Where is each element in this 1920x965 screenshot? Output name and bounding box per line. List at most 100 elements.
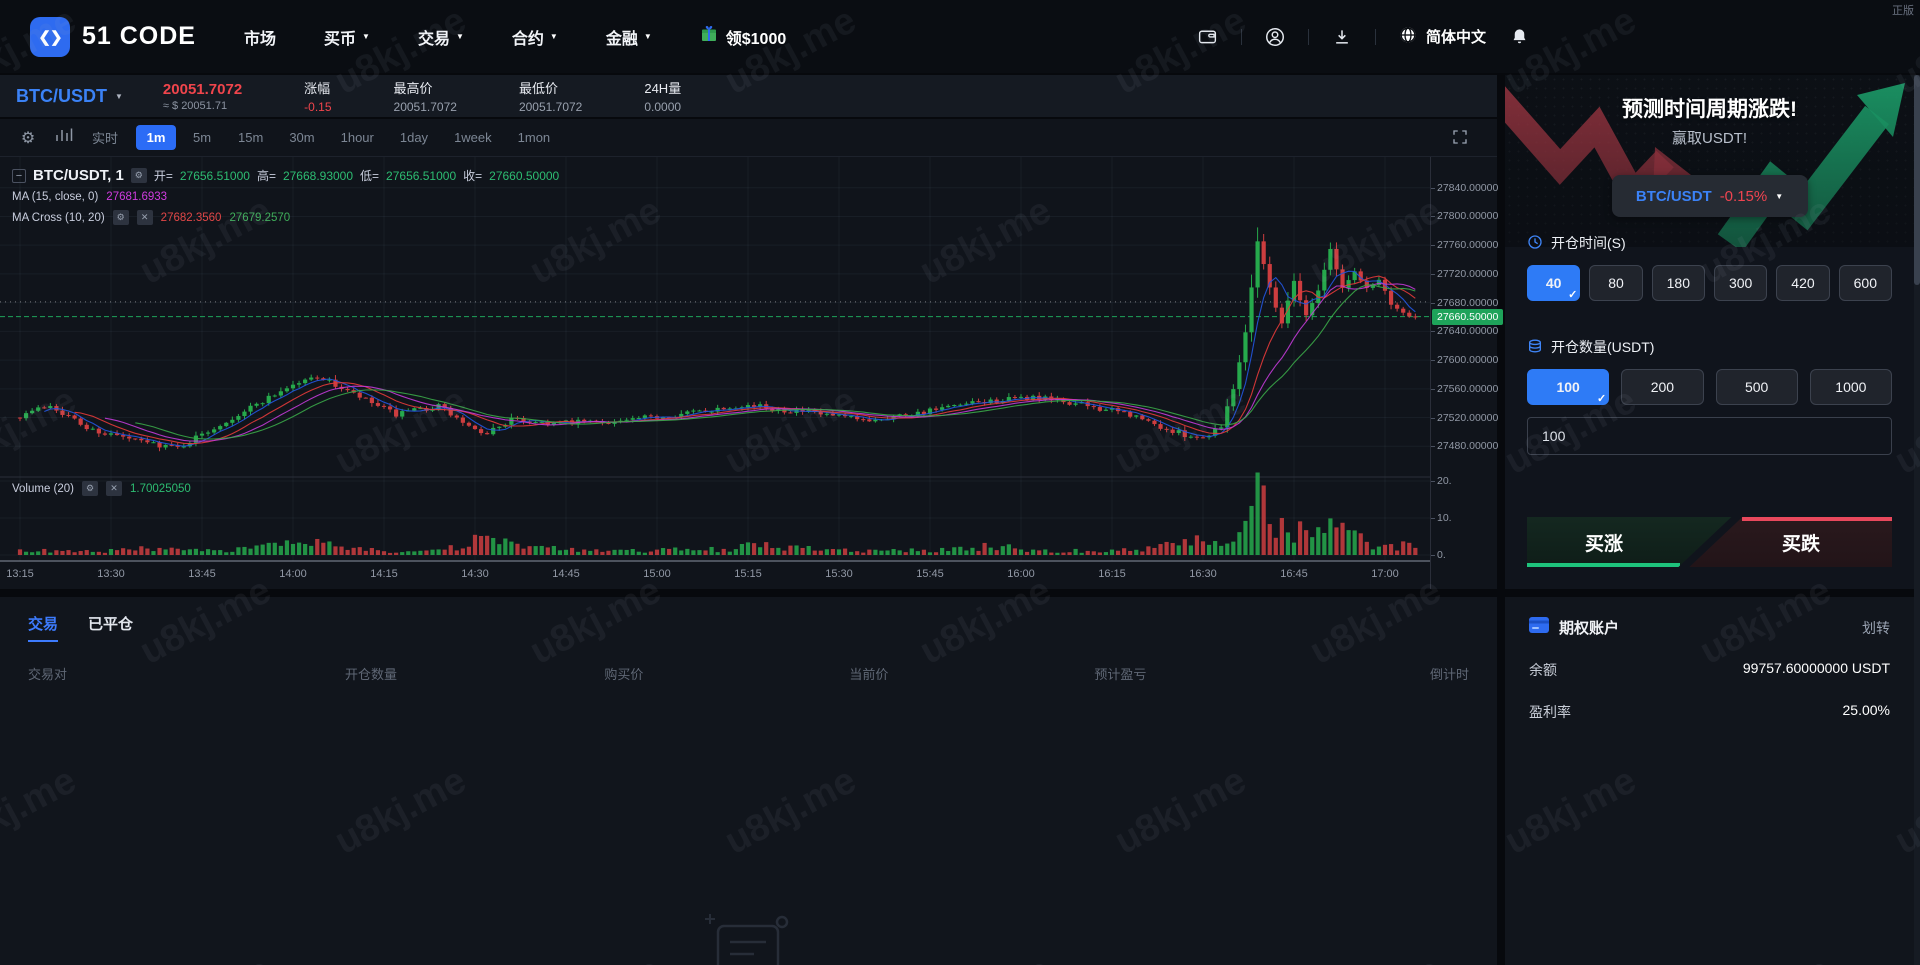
option-account-card: 期权账户 划转 余额 99757.60000000 USDT 盈利率 25.00% (1505, 597, 1914, 965)
amount-input[interactable] (1527, 417, 1892, 455)
ma-indicator-value: 27681.6933 (106, 191, 168, 203)
transfer-link[interactable]: 划转 (1862, 619, 1890, 636)
time-axis-label: 14:30 (461, 568, 489, 580)
chart-legend: − BTC/USDT, 1 ⚙ 开= 27656.51000 高= 27668.93… (12, 167, 559, 225)
ticker-stat-label: 24H量 (644, 81, 682, 96)
nav-item-交易[interactable]: 交易 ▼ (418, 25, 464, 49)
candlestick-chart[interactable]: 13:15 13:30 13:45 14:00 14:15 14:30 14:45 15:00… (0, 157, 1430, 589)
scrollbar-thumb[interactable] (1914, 75, 1920, 285)
ticker-stat: 最高价 20051.7072 (394, 78, 457, 114)
nav-item-买币[interactable]: 买币 ▼ (324, 25, 370, 49)
wallet-icon[interactable] (1197, 26, 1219, 48)
amount-option-label: 200 (1650, 379, 1675, 395)
notification-bell-icon[interactable] (1508, 26, 1530, 48)
ticker-bar: BTC/USDT ▼ 20051.7072 ≈ $ 20051.71 涨幅 -0.… (0, 75, 1497, 117)
time-axis-label: 15:15 (734, 568, 762, 580)
time-axis-label: 13:15 (6, 568, 34, 580)
time-option-420[interactable]: 420 (1776, 265, 1830, 301)
time-axis-label: 13:45 (188, 568, 216, 580)
column-header: 倒计时 (1429, 667, 1469, 682)
time-axis-label: 14:15 (370, 568, 398, 580)
chevron-down-icon: ▼ (362, 32, 370, 41)
open-amount-label: 开仓数量(USDT) (1527, 337, 1654, 357)
last-price-block: 20051.7072 ≈ $ 20051.71 (163, 81, 242, 112)
tab-交易[interactable]: 交易 (28, 613, 59, 642)
chart-settings-gear-icon[interactable]: ⚙ (20, 129, 36, 147)
interval-button-15m[interactable]: 15m (238, 130, 264, 145)
amount-option-500[interactable]: 500 (1715, 369, 1798, 405)
chevron-down-icon: ▼ (643, 32, 652, 41)
chevron-down-icon: ▼ (455, 32, 464, 41)
interval-button-1day[interactable]: 1day (399, 130, 429, 145)
open-amount-options: 100 ✓ 200 500 1000 (1527, 369, 1892, 405)
account-row-label: 盈利率 (1529, 704, 1571, 720)
interval-button-1hour[interactable]: 1hour (340, 130, 374, 145)
check-icon: ✓ (1597, 393, 1607, 405)
chevron-down-icon: ▼ (549, 32, 558, 41)
time-option-label: 600 (1853, 275, 1877, 291)
time-option-180[interactable]: 180 (1651, 265, 1705, 301)
scrollbar[interactable] (1914, 75, 1920, 965)
pair-change-dropdown[interactable]: BTC/USDT -0.15% ▼ (1611, 175, 1808, 217)
account-title: 期权账户 (1559, 620, 1620, 637)
interval-button-1m[interactable]: 1m (136, 125, 177, 150)
volume-settings-gear-icon[interactable]: ⚙ (82, 481, 99, 496)
download-icon[interactable] (1331, 26, 1353, 48)
nav-item-合约[interactable]: 合约 ▼ (512, 25, 558, 49)
nav-right-icons: 简体中文 (1197, 25, 1530, 49)
interval-button-1week[interactable]: 1week (454, 130, 492, 145)
account-icon[interactable] (1264, 26, 1286, 48)
buy-actions: 买涨 买跌 (1527, 517, 1892, 567)
pair-selector[interactable]: BTC/USDT ▼ (16, 86, 123, 107)
clock-icon (1527, 234, 1543, 253)
interval-button-30m[interactable]: 30m (289, 130, 315, 145)
nav-menu: 市场 买币 ▼ 交易 ▼ 合约 ▼ 金融 ▼ (244, 25, 652, 49)
nav-item-label: 合约 (511, 30, 544, 48)
series-settings-gear-icon[interactable]: ⚙ (130, 168, 147, 183)
ticker-stats: 涨幅 -0.15 最高价 20051.7072 最低价 20051.7072 24H量 0.0… (242, 78, 681, 114)
macross-remove-icon[interactable]: ✕ (136, 210, 153, 225)
ticker-stat-value: 20051.7072 (393, 100, 457, 114)
amount-option-label: 100 (1556, 379, 1580, 395)
interval-button-1mon[interactable]: 1mon (517, 130, 551, 145)
interval-button-5m[interactable]: 5m (192, 130, 212, 145)
volume-legend: Volume (20) ⚙ ✕ 1.70025050 (12, 481, 191, 496)
realtime-toggle[interactable]: 实时 (92, 131, 119, 146)
time-axis-label: 16:00 (1007, 568, 1035, 580)
logo-icon[interactable]: ❮❯ (30, 16, 70, 57)
logo-text: 51 CODE (82, 22, 196, 50)
gift-label: 领$1000 (725, 30, 787, 48)
price-axis[interactable]: 27840.00000 27800.00000 27760.00000 27720.0… (1430, 157, 1504, 589)
volume-remove-icon[interactable]: ✕ (106, 481, 123, 496)
buy-up-label: 买涨 (1585, 533, 1624, 555)
tab-已平仓[interactable]: 已平仓 (88, 616, 134, 633)
amount-option-100[interactable]: 100 ✓ (1527, 369, 1610, 405)
open-label: 开= (153, 169, 173, 183)
amount-option-200[interactable]: 200 (1621, 369, 1704, 405)
banner-subtitle: 赢取USDT! (1671, 130, 1747, 147)
check-icon: ✓ (1568, 289, 1578, 301)
high-value: 27668.93000 (282, 168, 354, 183)
nav-item-label: 买币 (324, 30, 357, 48)
language-label: 简体中文 (1425, 29, 1486, 46)
legend-collapse-button[interactable]: − (12, 168, 26, 183)
language-switch[interactable]: 简体中文 (1398, 25, 1486, 49)
macross-settings-gear-icon[interactable]: ⚙ (112, 210, 129, 225)
amount-option-label: 500 (1744, 379, 1769, 395)
gift-bonus-button[interactable]: 领$1000 (700, 25, 787, 49)
fullscreen-icon[interactable] (1451, 128, 1469, 151)
time-option-40[interactable]: 40 ✓ (1527, 265, 1581, 301)
indicator-icon[interactable] (50, 127, 78, 148)
open-time-label: 开仓时间(S) (1527, 233, 1626, 253)
amount-option-1000[interactable]: 1000 (1809, 369, 1892, 405)
time-option-300[interactable]: 300 (1713, 265, 1768, 301)
nav-item-金融[interactable]: 金融 ▼ (606, 25, 652, 49)
volume-value: 1.70025050 (130, 482, 191, 495)
close-value: 27660.50000 (489, 168, 560, 183)
positions-panel: 交易 已平仓 交易对 开仓数量 购买价 当前价 预计盈亏 倒计时 (0, 597, 1497, 965)
time-option-600[interactable]: 600 (1838, 265, 1892, 301)
price-axis-label: 27480.00000 (1430, 440, 1499, 453)
nav-item-市场[interactable]: 市场 (244, 25, 276, 49)
time-option-80[interactable]: 80 (1589, 265, 1643, 301)
corner-watermark: 正版 (1892, 5, 1914, 17)
